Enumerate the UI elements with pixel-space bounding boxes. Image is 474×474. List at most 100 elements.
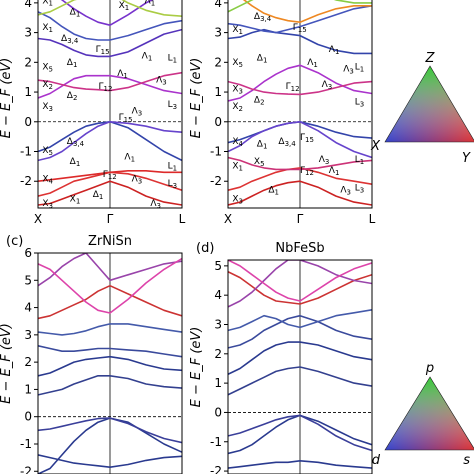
panel-title: ZrNiSn: [88, 234, 132, 249]
y-tick-label: -1: [20, 437, 32, 451]
y-tick-label: 5: [24, 273, 32, 287]
band-line-9: [38, 253, 182, 287]
symmetry-label: Λ1: [307, 58, 318, 69]
symmetry-label: X5: [42, 62, 53, 73]
y-tick-label: 4: [214, 288, 222, 302]
symmetry-label: X5: [42, 146, 53, 157]
symmetry-label: Δ1: [67, 58, 78, 69]
symmetry-label: L1: [355, 155, 364, 166]
band-line-6: [38, 74, 182, 99]
orbital-legend-xyz: Z X Y: [370, 51, 474, 166]
band-line-8: [38, 284, 182, 320]
band-line-7: [38, 323, 182, 336]
band-panel-3: -2 -1 0 1 2 3 4 5 6 E − E_F (eV) (c) ZrNiSn: [0, 234, 183, 474]
symmetry-label: Δ2: [67, 91, 78, 102]
y-tick-label: 3: [24, 26, 32, 40]
band-line-9: [38, 11, 182, 41]
band-line-4: [38, 375, 182, 396]
band-line-1: [228, 414, 372, 455]
symmetry-label: L1: [168, 54, 177, 65]
legend-top-label: Z: [425, 51, 436, 66]
symmetry-label: X2: [42, 80, 53, 91]
band-line-3: [38, 454, 182, 468]
y-tick-label: 0: [24, 115, 32, 129]
legend-top-label: p: [425, 361, 434, 376]
band-line-7: [228, 80, 372, 96]
symmetry-label: Γ15: [96, 45, 110, 56]
band-panel-4: -2 -1 0 1 2 3 4 5 E − E_F (eV) (d) NbFeSb: [189, 241, 373, 474]
symmetry-label: X3: [42, 102, 53, 113]
symmetry-label: Λ3: [343, 65, 354, 76]
symmetry-label: X1: [119, 1, 130, 12]
x-tick-label: Γ: [107, 212, 114, 226]
band-line-5: [38, 355, 182, 377]
panel-frame: [227, 259, 373, 474]
symmetry-label: Λ3: [319, 155, 330, 166]
band-line-2: [38, 417, 182, 444]
symmetry-label: Δ1: [93, 190, 104, 201]
symmetry-label: X2: [232, 102, 243, 113]
symmetry-label: Λ3: [132, 106, 143, 117]
band-line-4: [228, 366, 372, 396]
y-tick-label: 2: [24, 355, 32, 369]
y-tick-label: 4: [24, 0, 32, 10]
band-panel-1: -2 -1 0 1 2 3 4 X Γ L E − E_F (eV) X1 Δ1 X1 Δ3,4 Γ15 X5 Δ…: [0, 0, 186, 226]
symmetry-label: Δ1: [268, 186, 279, 197]
symmetry-label: L3: [355, 183, 364, 194]
band-line-10: [228, 260, 372, 302]
band-line-2: [228, 414, 372, 452]
symmetry-label: L3: [168, 179, 177, 190]
symmetry-label: L1: [168, 161, 177, 172]
panel-frame: [37, 0, 183, 209]
band-line-5: [228, 121, 372, 159]
y-tick-label: 2: [214, 347, 222, 361]
y-tick-label: 1: [214, 85, 222, 99]
band-line-11: [228, 0, 372, 13]
symmetry-label: Γ15: [293, 23, 307, 34]
band-line-7: [38, 71, 182, 92]
panel-frame: [227, 0, 373, 209]
band-line-5: [38, 121, 182, 162]
band-line-9: [228, 5, 372, 34]
band-line-2: [38, 171, 182, 197]
y-tick-label: -1: [210, 145, 222, 159]
symmetry-label: X4: [42, 175, 53, 186]
orbital-legend-dps: p d s: [372, 361, 474, 468]
band-line-9: [228, 260, 372, 308]
y-axis-label: E − E_F (eV): [0, 323, 14, 404]
symmetry-label: Λ3: [132, 175, 143, 186]
legend-right-label: Y: [462, 151, 471, 166]
symmetry-label: X1: [42, 0, 53, 7]
y-axis-label: E − E_F (eV): [0, 58, 14, 139]
y-tick-label: 2: [24, 55, 32, 69]
y-tick-label: 5: [214, 259, 222, 273]
symmetry-label: Γ12: [103, 170, 117, 181]
symmetry-label: Δ1: [257, 54, 268, 65]
y-tick-label: 2: [214, 55, 222, 69]
band-line-1: [38, 180, 182, 206]
band-line-10: [242, 0, 372, 23]
symmetry-label: Γ12: [286, 82, 300, 93]
symmetry-label: Λ1: [329, 45, 340, 56]
symmetry-label: Γ12: [98, 82, 112, 93]
x-tick-label: L: [179, 212, 186, 226]
y-tick-label: 6: [24, 246, 32, 260]
bands: [228, 260, 372, 469]
legend-right-label: s: [463, 453, 470, 468]
symmetry-label: Δ3,4: [278, 137, 296, 148]
symmetry-label: L1: [355, 62, 364, 73]
symmetry-label: X1: [70, 194, 81, 205]
symmetry-label: Δ2: [254, 95, 265, 106]
x-tick-label: X: [224, 212, 232, 226]
y-tick-label: 3: [24, 328, 32, 342]
y-tick-label: -2: [20, 464, 32, 474]
y-tick-label: -2: [20, 174, 32, 188]
band-line-11: [38, 0, 182, 17]
symmetry-label: L3: [355, 98, 364, 109]
symmetry-label: X1: [42, 23, 53, 34]
y-tick-label: -2: [210, 174, 222, 188]
symmetry-label: Λ3: [322, 80, 333, 91]
